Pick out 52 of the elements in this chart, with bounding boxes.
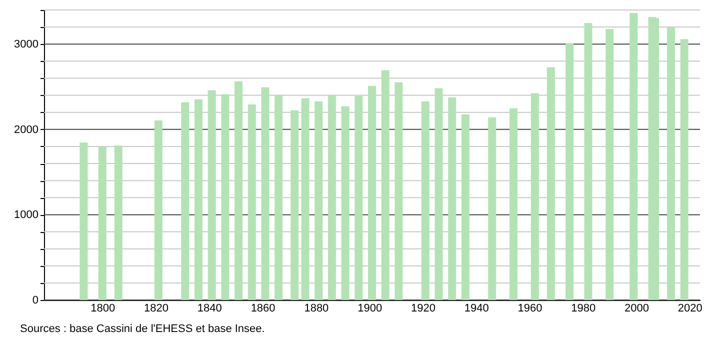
bar xyxy=(666,27,675,300)
bar xyxy=(341,106,350,300)
x-tick-label: 1820 xyxy=(144,302,169,314)
bar xyxy=(98,146,106,300)
bar xyxy=(434,88,443,300)
x-tick-label: 1800 xyxy=(90,302,116,314)
bar xyxy=(509,108,518,300)
x-tick-label: 1980 xyxy=(571,302,596,314)
bar xyxy=(354,96,363,300)
x-tick-label: 1960 xyxy=(518,302,542,314)
bar xyxy=(566,43,574,300)
bar xyxy=(248,104,256,300)
bar xyxy=(314,101,323,300)
x-tick-label: 1940 xyxy=(464,302,489,314)
bar xyxy=(606,29,614,300)
x-tick-label: 1880 xyxy=(304,302,329,314)
y-tick-label: 1000 xyxy=(14,209,38,222)
x-tick-label: 1840 xyxy=(197,302,222,314)
bar xyxy=(290,110,299,300)
x-tick-label: 2000 xyxy=(624,302,650,314)
bar xyxy=(181,102,190,300)
y-tick-label: 0 xyxy=(32,294,38,306)
bar xyxy=(546,67,555,300)
bar xyxy=(381,70,390,300)
bar xyxy=(114,145,122,300)
bar xyxy=(461,114,470,300)
bar xyxy=(421,101,430,300)
source-note: Sources : base Cassini de l'EHESS et base Insee. xyxy=(20,323,265,335)
bar xyxy=(261,87,270,300)
y-tick-label: 3000 xyxy=(14,38,38,51)
bar xyxy=(301,98,310,300)
bar xyxy=(234,81,243,300)
bar xyxy=(584,23,592,300)
bar xyxy=(154,120,162,300)
bar xyxy=(221,94,230,300)
y-tick-label: 2000 xyxy=(14,124,38,136)
bar xyxy=(274,96,283,300)
x-tick-label: 1900 xyxy=(358,302,382,314)
bar xyxy=(448,97,456,300)
bar xyxy=(328,96,336,300)
bar xyxy=(394,82,403,300)
bar xyxy=(208,90,216,300)
bar xyxy=(194,99,202,300)
bar xyxy=(530,93,539,300)
x-tick-label: 1920 xyxy=(410,302,436,314)
bar xyxy=(368,86,376,300)
bar xyxy=(80,142,88,300)
x-tick-label: 1860 xyxy=(250,302,276,314)
bar xyxy=(488,117,496,300)
bar xyxy=(630,12,638,300)
bar xyxy=(680,39,688,300)
x-tick-label: 2020 xyxy=(678,302,702,314)
